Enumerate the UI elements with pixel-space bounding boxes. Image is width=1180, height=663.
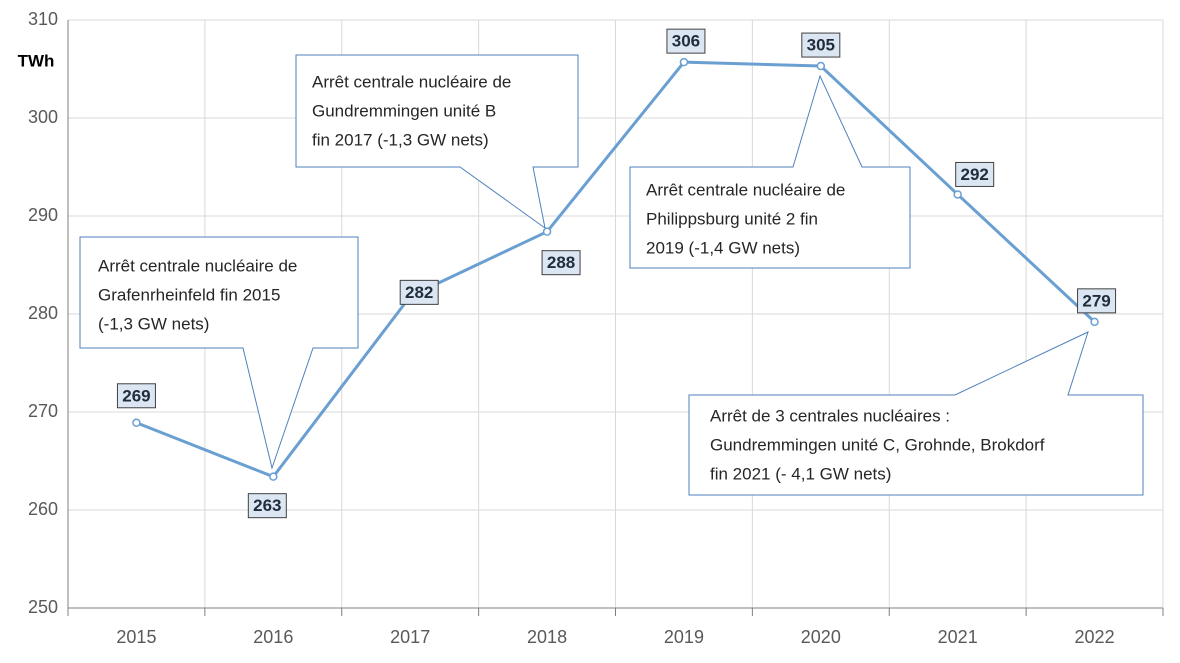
data-label-box bbox=[541, 250, 581, 276]
x-tick-label: 2016 bbox=[253, 627, 293, 647]
y-tick-label: 260 bbox=[28, 499, 58, 519]
y-tick-label: 250 bbox=[28, 597, 58, 617]
annotation-text: Arrêt centrale nucléaire de bbox=[312, 72, 511, 91]
data-label-box bbox=[955, 161, 995, 187]
annotation-text: Gundremmingen unité C, Grohnde, Brokdorf bbox=[710, 435, 1045, 454]
x-tick-label: 2015 bbox=[116, 627, 156, 647]
y-tick-label: 300 bbox=[28, 107, 58, 127]
data-label: 306 bbox=[672, 32, 700, 51]
annotation-text: Grafenrheinfeld fin 2015 bbox=[98, 285, 280, 304]
annotation-text: Arrêt de 3 centrales nucléaires : bbox=[710, 406, 950, 425]
data-point bbox=[1090, 317, 1099, 327]
annotation-text: 2019 (-1,4 GW nets) bbox=[646, 238, 800, 257]
annotation-text: Philippsburg unité 2 fin bbox=[646, 209, 818, 228]
y-axis-label: TWh bbox=[18, 51, 55, 70]
data-point bbox=[679, 57, 689, 67]
x-tick-label: 2021 bbox=[938, 627, 978, 647]
data-label: 288 bbox=[547, 253, 575, 272]
data-label: 269 bbox=[122, 386, 150, 405]
data-label: 292 bbox=[961, 165, 989, 184]
annotation-text: (-1,3 GW nets) bbox=[98, 314, 209, 333]
data-label: 282 bbox=[405, 283, 433, 302]
callout-box bbox=[79, 236, 359, 470]
annotation-text: fin 2021 (- 4,1 GW nets) bbox=[710, 464, 891, 483]
y-tick-label: 310 bbox=[28, 9, 58, 29]
data-label-box bbox=[666, 28, 706, 54]
x-tick-label: 2022 bbox=[1075, 627, 1115, 647]
callout-box bbox=[688, 331, 1144, 496]
x-tick-label: 2019 bbox=[664, 627, 704, 647]
data-label-box bbox=[247, 493, 287, 519]
callout-box bbox=[295, 54, 579, 230]
data-label-box bbox=[399, 279, 439, 305]
data-point bbox=[132, 418, 141, 428]
y-tick-label: 270 bbox=[28, 401, 58, 421]
data-point bbox=[269, 472, 278, 481]
data-line bbox=[135, 60, 1096, 479]
annotation-text: fin 2017 (-1,3 GW nets) bbox=[312, 130, 489, 149]
data-label-box bbox=[1077, 288, 1117, 314]
data-label: 263 bbox=[253, 496, 281, 515]
annotation-text: Arrêt centrale nucléaire de bbox=[646, 180, 845, 199]
callout-box bbox=[629, 74, 911, 269]
data-label-box bbox=[801, 32, 841, 58]
data-label: 305 bbox=[807, 36, 835, 55]
data-point bbox=[953, 190, 962, 199]
annotation-text: Gundremmingen unité B bbox=[312, 101, 496, 120]
data-point bbox=[816, 61, 826, 71]
x-tick-label: 2018 bbox=[527, 627, 567, 647]
data-label-box bbox=[116, 383, 156, 409]
y-tick-label: 290 bbox=[28, 205, 58, 225]
annotation-text: Arrêt centrale nucléaire de bbox=[98, 256, 297, 275]
data-label: 279 bbox=[1082, 291, 1110, 310]
x-tick-label: 2017 bbox=[390, 627, 430, 647]
data-point bbox=[542, 227, 552, 236]
y-tick-label: 280 bbox=[28, 303, 58, 323]
x-tick-label: 2020 bbox=[801, 627, 841, 647]
